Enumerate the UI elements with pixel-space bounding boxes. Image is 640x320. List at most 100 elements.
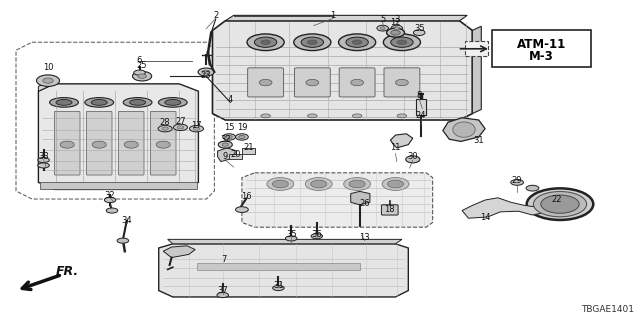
Ellipse shape	[396, 79, 408, 86]
Ellipse shape	[382, 178, 409, 190]
Ellipse shape	[526, 185, 539, 191]
Polygon shape	[38, 84, 198, 189]
Ellipse shape	[541, 195, 579, 213]
Polygon shape	[159, 244, 408, 297]
Text: 31: 31	[474, 136, 484, 145]
Text: 24: 24	[416, 111, 426, 120]
Text: TBGAE1401: TBGAE1401	[580, 305, 634, 314]
Text: 7: 7	[221, 255, 227, 264]
Text: 32: 32	[105, 191, 115, 200]
Ellipse shape	[511, 180, 524, 185]
Text: 37: 37	[218, 286, 228, 295]
FancyBboxPatch shape	[339, 68, 375, 97]
Ellipse shape	[377, 25, 388, 31]
Polygon shape	[225, 15, 467, 21]
Text: 20: 20	[230, 150, 241, 159]
Ellipse shape	[453, 122, 476, 137]
Ellipse shape	[189, 125, 204, 132]
Ellipse shape	[156, 141, 170, 148]
Ellipse shape	[236, 207, 248, 212]
Ellipse shape	[273, 180, 288, 188]
Ellipse shape	[397, 40, 407, 44]
Ellipse shape	[159, 98, 188, 107]
Bar	[229, 154, 242, 159]
Text: 6: 6	[137, 56, 142, 65]
Polygon shape	[168, 239, 402, 244]
Ellipse shape	[307, 40, 317, 44]
Polygon shape	[212, 21, 472, 120]
Ellipse shape	[38, 163, 49, 168]
Ellipse shape	[259, 79, 272, 86]
Polygon shape	[38, 79, 54, 91]
Ellipse shape	[193, 127, 200, 130]
Ellipse shape	[380, 27, 385, 29]
Ellipse shape	[104, 197, 116, 203]
Text: FR.: FR.	[56, 265, 79, 278]
Polygon shape	[242, 173, 433, 227]
Ellipse shape	[533, 191, 587, 217]
Text: 1: 1	[330, 11, 335, 20]
Ellipse shape	[344, 178, 371, 190]
Ellipse shape	[239, 135, 245, 139]
FancyBboxPatch shape	[150, 111, 176, 175]
Ellipse shape	[301, 37, 323, 47]
Ellipse shape	[352, 40, 362, 44]
Ellipse shape	[307, 114, 317, 118]
Ellipse shape	[117, 238, 129, 243]
Ellipse shape	[217, 292, 228, 298]
Ellipse shape	[294, 34, 331, 51]
Ellipse shape	[132, 71, 152, 81]
Bar	[242, 148, 255, 154]
Ellipse shape	[306, 79, 319, 86]
Ellipse shape	[346, 37, 369, 47]
Text: 4: 4	[228, 95, 233, 104]
Ellipse shape	[397, 114, 407, 118]
Text: 36: 36	[312, 230, 322, 239]
Text: ATM-11: ATM-11	[516, 38, 566, 51]
Ellipse shape	[339, 34, 376, 51]
Text: 13: 13	[360, 233, 370, 242]
Text: 34: 34	[122, 216, 132, 225]
Ellipse shape	[134, 70, 145, 75]
Bar	[492, 30, 591, 67]
Bar	[416, 99, 426, 115]
Ellipse shape	[123, 98, 152, 107]
Polygon shape	[390, 134, 413, 148]
Text: 5: 5	[380, 15, 385, 24]
Text: 9: 9	[223, 152, 228, 161]
Ellipse shape	[305, 178, 332, 190]
Ellipse shape	[390, 30, 401, 35]
Ellipse shape	[261, 40, 270, 44]
Ellipse shape	[222, 143, 228, 146]
Text: 29: 29	[512, 176, 522, 185]
Polygon shape	[163, 246, 195, 258]
Ellipse shape	[92, 141, 106, 148]
Text: 10: 10	[43, 63, 53, 72]
Ellipse shape	[236, 134, 248, 140]
Text: 8: 8	[417, 92, 422, 100]
Text: 17: 17	[191, 121, 202, 130]
Ellipse shape	[390, 37, 413, 47]
Text: 11: 11	[390, 143, 401, 152]
Text: 12: 12	[390, 18, 401, 27]
Ellipse shape	[56, 100, 72, 105]
Ellipse shape	[165, 100, 181, 105]
Bar	[40, 182, 197, 189]
Polygon shape	[472, 26, 481, 114]
Ellipse shape	[383, 34, 420, 51]
Ellipse shape	[261, 114, 270, 118]
Text: 2: 2	[213, 11, 218, 20]
FancyBboxPatch shape	[294, 68, 330, 97]
Text: 3: 3	[394, 15, 399, 24]
Text: 26: 26	[360, 199, 370, 208]
Ellipse shape	[391, 25, 403, 31]
Ellipse shape	[92, 100, 108, 105]
Ellipse shape	[43, 78, 53, 83]
Text: 27: 27	[175, 117, 186, 126]
Ellipse shape	[198, 68, 214, 76]
Text: 31: 31	[273, 281, 284, 290]
Text: 33: 33	[38, 152, 49, 161]
Text: 25: 25	[137, 61, 147, 70]
Ellipse shape	[352, 114, 362, 118]
FancyBboxPatch shape	[248, 68, 284, 97]
